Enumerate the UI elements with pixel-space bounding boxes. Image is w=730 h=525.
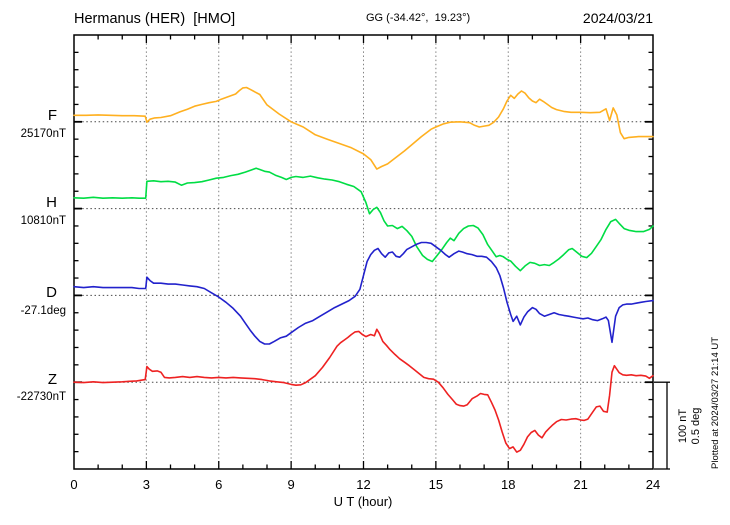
x-tick-label-3: 3 bbox=[143, 477, 150, 492]
x-tick-label-15: 15 bbox=[429, 477, 443, 492]
scalebar-label-nt: 100 nT bbox=[677, 409, 689, 444]
series-label-D: D bbox=[46, 284, 57, 301]
station-title: Hermanus (HER) [HMO] bbox=[74, 11, 235, 27]
plot-frame bbox=[73, 34, 654, 470]
series-line-F bbox=[73, 86, 654, 170]
series-label-H: H bbox=[46, 194, 57, 211]
x-tick-label-21: 21 bbox=[573, 477, 587, 492]
x-tick-label-18: 18 bbox=[501, 477, 515, 492]
series-baseline-Z: -22730nT bbox=[17, 391, 66, 403]
plot-area bbox=[73, 34, 670, 470]
series-line-H bbox=[73, 167, 654, 272]
x-axis-label: U T (hour) bbox=[334, 494, 393, 509]
x-tick-label-9: 9 bbox=[288, 477, 295, 492]
x-tick-label-6: 6 bbox=[215, 477, 222, 492]
scalebar-label-deg: 0.5 deg bbox=[690, 408, 702, 445]
plot-date: 2024/03/21 bbox=[583, 10, 653, 26]
series-baseline-D: -27.1deg bbox=[21, 305, 66, 317]
geographic-coordinates: GG (-34.42°, 19.23°) bbox=[366, 12, 470, 24]
series-line-D bbox=[73, 241, 654, 345]
series-baseline-H: 10810nT bbox=[21, 215, 66, 227]
series-line-Z bbox=[73, 328, 654, 453]
x-tick-labels: 0 3 6 9 12 15 18 21 24 bbox=[70, 477, 660, 492]
series-label-Z: Z bbox=[48, 371, 57, 388]
plotted-at-note: Plotted at 2024/03/27 21:14 UT bbox=[710, 337, 721, 469]
series-label-F: F bbox=[48, 107, 57, 124]
x-tick-label-0: 0 bbox=[70, 477, 77, 492]
series-baseline-F: 25170nT bbox=[21, 128, 66, 140]
x-tick-label-12: 12 bbox=[356, 477, 370, 492]
x-tick-label-24: 24 bbox=[646, 477, 660, 492]
